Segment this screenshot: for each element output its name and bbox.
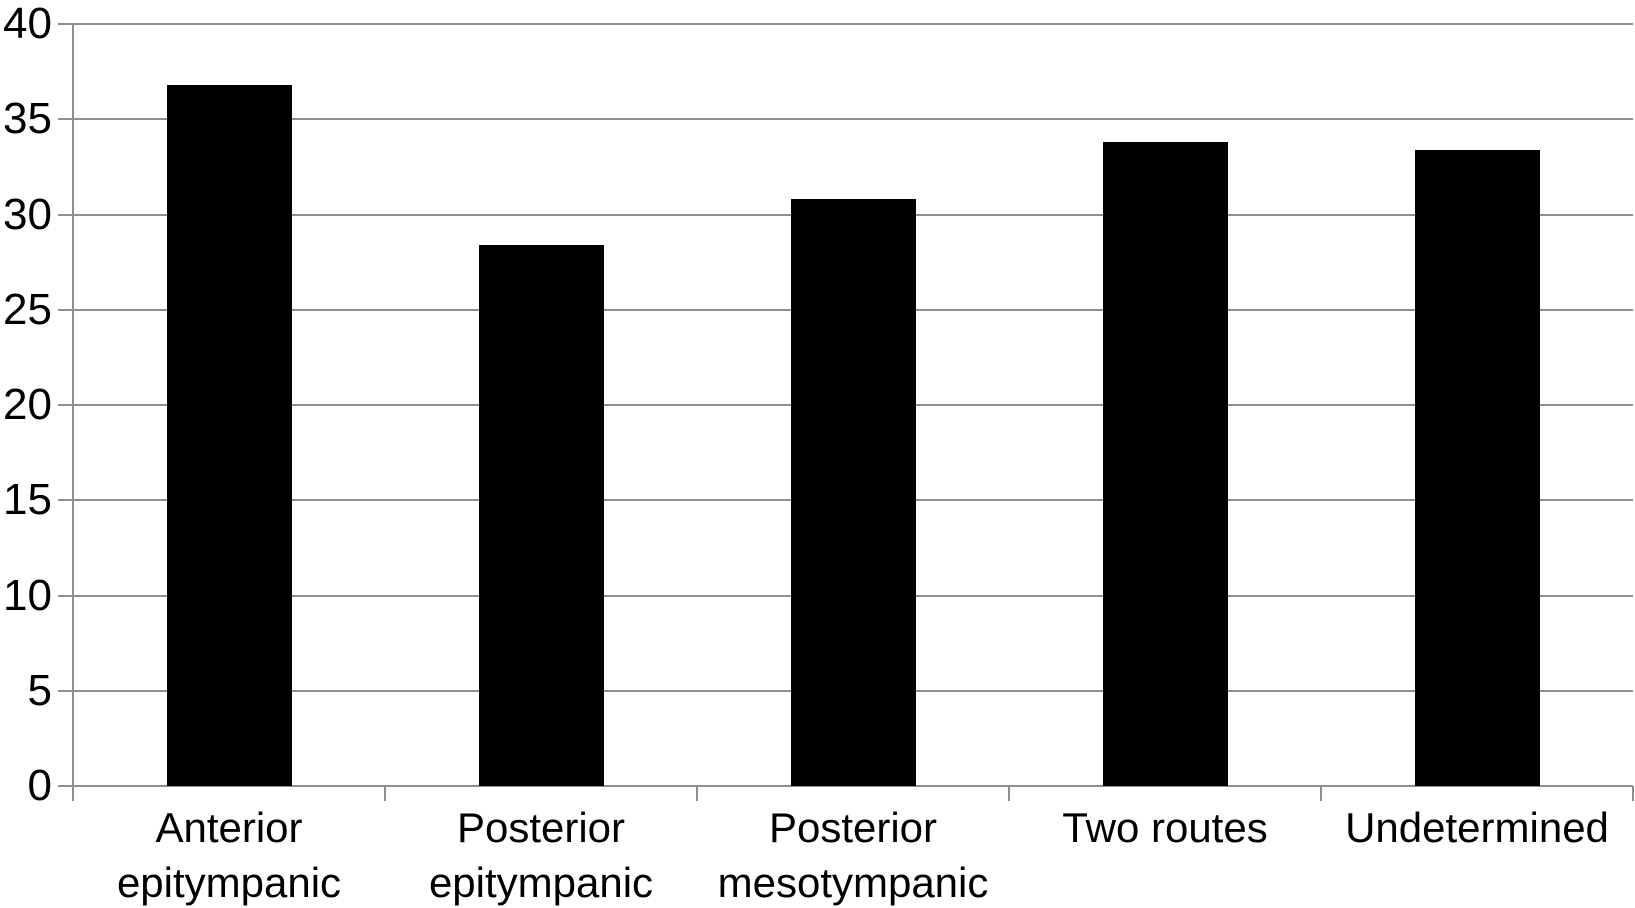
x-axis-label-line: Posterior <box>768 804 938 851</box>
x-axis-tick <box>384 786 386 801</box>
x-axis-line <box>58 785 1633 787</box>
y-tick-label: 30 <box>3 190 52 239</box>
y-axis-tick <box>58 23 73 25</box>
x-axis-tick <box>72 786 74 801</box>
x-axis-label-line: Posterior <box>456 804 626 851</box>
y-axis-tick <box>58 404 73 406</box>
y-axis-tick <box>58 309 73 311</box>
y-axis-tick <box>58 690 73 692</box>
x-axis-label-posterior-epitympanic: Posterior epitympanic <box>365 800 717 908</box>
x-axis-label-line: mesotympanic <box>717 859 989 906</box>
x-axis-label-line: Anterior <box>155 804 303 851</box>
x-axis-label-two-routes: Two routes <box>989 800 1341 855</box>
y-tick-label: 5 <box>27 666 52 715</box>
y-axis-line <box>72 24 74 798</box>
y-axis-tick <box>58 595 73 597</box>
x-axis-label-line: epitympanic <box>116 859 342 906</box>
y-tick-label: 20 <box>3 380 52 429</box>
x-axis-label-line: epitympanic <box>428 859 654 906</box>
x-axis-label-line: Two routes <box>1062 804 1268 851</box>
x-axis-tick <box>696 786 698 801</box>
y-axis-tick <box>58 214 73 216</box>
y-axis-tick <box>58 499 73 501</box>
bar-two-routes <box>1103 142 1228 786</box>
y-tick-label: 40 <box>3 0 52 48</box>
y-tick-label: 25 <box>3 285 52 334</box>
x-axis-label-undetermined: Undetermined <box>1301 800 1635 855</box>
y-tick-label: 15 <box>3 475 52 524</box>
y-tick-label: 10 <box>3 571 52 620</box>
x-axis-label-anterior-epitympanic: Anterior epitympanic <box>53 800 405 908</box>
y-axis-tick <box>58 118 73 120</box>
bar-undetermined <box>1415 150 1540 786</box>
y-tick-label: 0 <box>27 761 52 810</box>
bar-anterior-epitympanic <box>167 85 292 786</box>
x-axis-label-posterior-mesotympanic: Posterior mesotympanic <box>677 800 1029 908</box>
y-gridline <box>73 118 1633 120</box>
y-gridline <box>73 23 1633 25</box>
x-axis-tick <box>1008 786 1010 801</box>
x-axis-label-line: Undetermined <box>1345 804 1609 851</box>
bar-posterior-epitympanic <box>479 245 604 786</box>
y-tick-label: 35 <box>3 94 52 143</box>
bar-posterior-mesotympanic <box>791 199 916 786</box>
x-axis-tick <box>1632 786 1634 801</box>
x-axis-tick <box>1320 786 1322 801</box>
